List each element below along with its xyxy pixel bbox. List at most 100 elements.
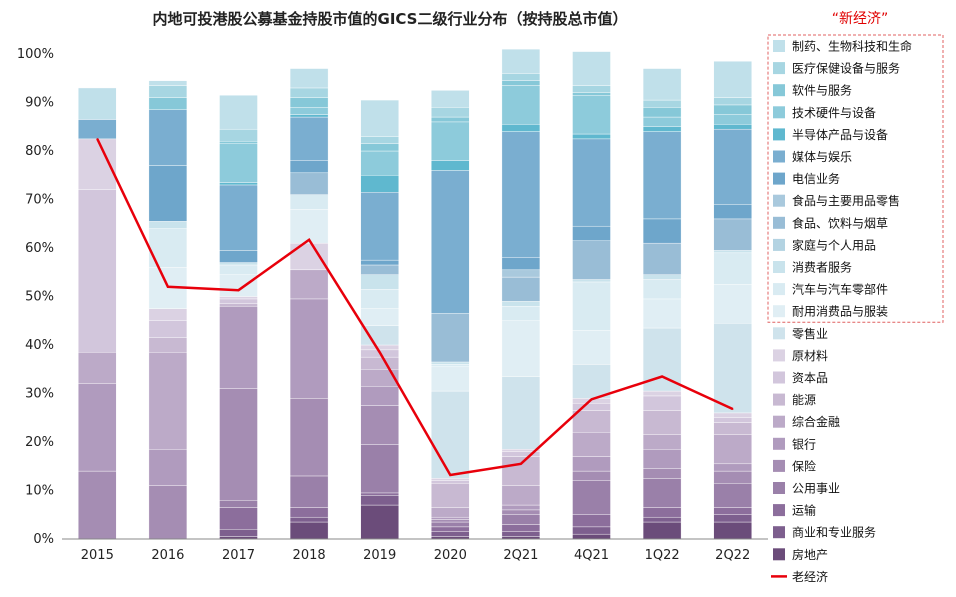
bar-segment: [642, 395, 682, 411]
bar-segment: [501, 320, 541, 377]
legend-label: 原材料: [792, 349, 828, 363]
bar-segment: [501, 124, 541, 132]
legend-label: 汽车与汽车零部件: [792, 282, 888, 297]
bar-segment: [148, 109, 188, 166]
legend-swatch: [773, 40, 785, 52]
new-economy-label: “新经济”: [831, 11, 889, 27]
legend-label: 银行: [792, 437, 816, 451]
bar-segment: [713, 128, 752, 205]
legend-label: 保险: [792, 458, 816, 473]
bar-segment: [572, 403, 611, 411]
bar-segment: [431, 366, 470, 392]
legend-swatch: [773, 106, 785, 119]
bar-segment: [572, 95, 611, 135]
bar-segment: [501, 80, 541, 86]
bar-segment: [219, 296, 258, 300]
bar-segment: [360, 274, 399, 290]
bar-segment: [572, 133, 611, 140]
legend-swatch: [773, 283, 785, 296]
legend-swatch: [773, 459, 785, 472]
bar-segment: [289, 97, 329, 108]
bar-segment: [360, 264, 399, 275]
bar-segment: [572, 432, 611, 457]
bar-segment: [219, 128, 258, 142]
legend-label: 能源: [792, 393, 816, 407]
bar-segment: [219, 182, 258, 186]
x-tick-label: 2Q21: [503, 548, 538, 563]
bar-segment: [431, 480, 470, 484]
bar-segment: [642, 434, 682, 450]
bar-segment: [219, 184, 258, 251]
bar-segment: [360, 136, 399, 144]
bar-segment: [148, 485, 188, 540]
legend-label: 零售业: [792, 326, 828, 341]
old-economy-point: [378, 351, 381, 354]
x-tick-label: 2018: [293, 548, 326, 563]
bar-segment: [642, 449, 682, 469]
bar-segment: [431, 531, 470, 537]
bar-segment: [219, 388, 258, 501]
legend-swatch: [773, 261, 785, 273]
bar-segment: [572, 138, 611, 227]
legend-swatch: [773, 393, 785, 406]
x-tick-label: 1Q22: [645, 548, 680, 563]
bar-segment: [289, 194, 329, 210]
bar-segment: [289, 172, 329, 195]
legend-swatch: [773, 62, 785, 75]
bar-segment: [713, 97, 752, 106]
bar-segment: [642, 218, 682, 244]
bar-segment: [289, 398, 329, 477]
bar-segment: [148, 308, 188, 321]
bar-segment: [642, 68, 682, 101]
bar-segment: [501, 301, 541, 307]
bar-segment: [572, 330, 611, 365]
bar-segment: [501, 131, 541, 258]
legend-swatch: [773, 415, 785, 428]
bar-segment: [713, 434, 752, 465]
old-economy-point: [237, 289, 240, 291]
bar-segment: [289, 160, 329, 174]
bar-segment: [501, 257, 541, 271]
bar-segment: [148, 221, 188, 229]
legend-swatch: [773, 84, 785, 97]
legend-swatch: [773, 128, 785, 141]
bar-segment: [78, 119, 117, 140]
legend-swatch: [773, 349, 785, 362]
legend-label: 半导体产品与设备: [792, 128, 888, 142]
bar-segment: [219, 143, 258, 183]
bar-segment: [431, 121, 470, 161]
bar-segment: [360, 308, 399, 326]
x-tick-label: 2016: [151, 548, 184, 563]
bar-segment: [431, 519, 470, 523]
bar-segment: [78, 383, 117, 472]
x-tick-label: 2020: [434, 548, 467, 563]
legend-label: 综合金融: [792, 414, 840, 429]
bar-segment: [289, 521, 329, 540]
bar-segment: [289, 116, 329, 161]
bar-segment: [713, 250, 752, 254]
bar-segment: [360, 492, 399, 496]
legend-swatch: [773, 238, 785, 251]
y-tick-label: 100%: [17, 47, 54, 62]
legend-swatch: [773, 172, 785, 185]
bar-segment: [148, 320, 188, 338]
bar-segment: [219, 141, 258, 144]
bar-segment: [219, 298, 258, 304]
bar-segment: [289, 475, 329, 508]
bar-segment: [572, 85, 611, 94]
bar-segment: [360, 150, 399, 176]
bar-segment: [360, 175, 399, 193]
legend-label: 医疗保健设备与服务: [792, 61, 900, 76]
legend-swatch: [773, 437, 785, 450]
bar-segment: [360, 289, 399, 309]
legend-label: 资本品: [792, 371, 828, 385]
bar-segment: [572, 480, 611, 515]
bar-segment: [713, 204, 752, 220]
bar-segment: [78, 352, 117, 384]
bar-segment: [572, 92, 611, 96]
legend-swatch: [773, 504, 785, 517]
legend-label: 食品、饮料与烟草: [792, 215, 888, 230]
bar-segment: [713, 412, 752, 418]
bar-segment: [219, 529, 258, 537]
bar-segment: [713, 514, 752, 523]
